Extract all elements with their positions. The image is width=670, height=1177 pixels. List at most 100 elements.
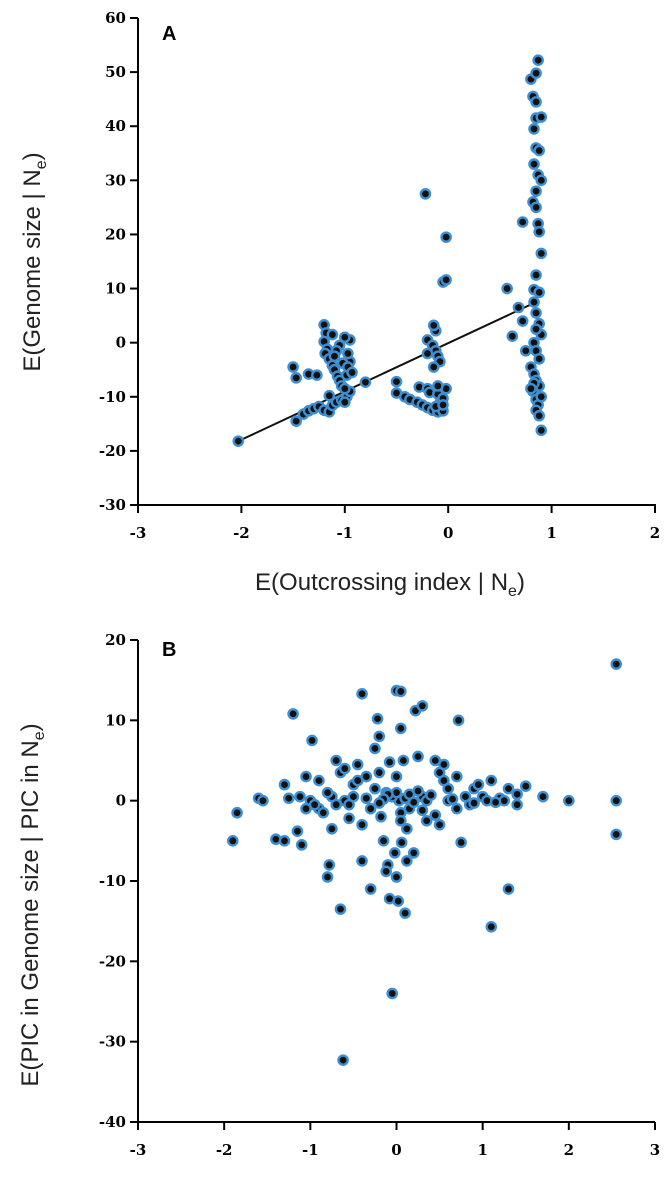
- data-point-b: [401, 822, 413, 835]
- y-tick-label-b: 20: [105, 631, 126, 649]
- y-tick-label-a: -10: [99, 388, 126, 406]
- data-point-b: [373, 766, 386, 779]
- data-point-b: [537, 790, 549, 803]
- y-tick-label-b: 10: [105, 711, 126, 729]
- data-point-b: [416, 804, 429, 817]
- data-point-b: [401, 855, 413, 867]
- data-point-b: [395, 722, 407, 735]
- x-tick-label-a: -3: [130, 524, 147, 542]
- data-point-b: [610, 794, 623, 807]
- data-point-b: [364, 883, 377, 895]
- data-point-b: [407, 847, 420, 859]
- data-point-b: [395, 814, 407, 827]
- panel-label-a: A: [162, 23, 176, 45]
- data-point-a: [440, 274, 452, 286]
- data-point-a: [528, 123, 540, 135]
- data-point-b: [455, 836, 467, 849]
- data-point-a: [290, 415, 303, 427]
- data-point-b: [399, 907, 411, 919]
- data-point-b: [425, 789, 437, 801]
- data-point-b: [321, 786, 334, 799]
- data-point-b: [356, 818, 368, 831]
- data-point-b: [287, 708, 299, 720]
- data-point-a: [440, 231, 452, 243]
- y-tick-label-a: 40: [105, 117, 126, 135]
- data-point-b: [416, 700, 429, 712]
- data-point-b: [485, 774, 498, 787]
- y-tick-label-a: -30: [99, 496, 126, 514]
- y-tick-label-b: -10: [99, 872, 126, 890]
- data-point-b: [395, 685, 407, 698]
- x-tick-label-b: 1: [477, 1141, 487, 1159]
- data-point-b: [392, 895, 405, 907]
- data-point-b: [343, 812, 355, 825]
- data-point-b: [412, 785, 424, 797]
- data-point-b: [420, 814, 433, 827]
- y-tick-label-a: 0: [116, 334, 126, 352]
- data-point-a: [530, 323, 542, 335]
- data-point-b: [502, 883, 515, 895]
- data-point-a: [533, 353, 545, 365]
- data-point-a: [528, 296, 540, 308]
- y-tick-label-b: 0: [116, 792, 126, 810]
- y-axis-label-b: E(PIC in Genome size | PIC in Ne): [17, 723, 48, 1086]
- points-a: [232, 54, 548, 447]
- data-point-a: [432, 380, 444, 392]
- data-point-a: [419, 188, 432, 200]
- data-point-b: [321, 871, 334, 883]
- y-tick-label-a: -20: [99, 442, 126, 460]
- data-point-b: [468, 797, 480, 809]
- data-point-a: [326, 328, 339, 341]
- data-point-b: [330, 754, 342, 767]
- data-point-b: [323, 859, 336, 871]
- y-tick-label-b: -30: [99, 1033, 126, 1051]
- x-tick-label-a: -2: [233, 524, 250, 542]
- data-point-a: [528, 158, 540, 170]
- data-point-a: [533, 409, 545, 422]
- data-point-a: [338, 382, 351, 395]
- data-point-b: [371, 712, 384, 725]
- data-point-b: [386, 987, 398, 1000]
- x-tick-label-b: -3: [130, 1141, 147, 1159]
- x-tick-label-b: 2: [564, 1141, 574, 1159]
- data-point-b: [502, 782, 515, 795]
- data-point-b: [337, 1054, 349, 1066]
- y-tick-label-a: 10: [105, 280, 126, 298]
- data-point-b: [291, 825, 304, 837]
- data-point-b: [451, 770, 463, 783]
- data-point-b: [412, 750, 424, 763]
- data-point-b: [300, 770, 312, 783]
- data-point-a: [512, 301, 525, 314]
- data-point-b: [278, 778, 291, 791]
- data-point-b: [369, 742, 381, 755]
- data-point-a: [530, 269, 542, 281]
- data-point-b: [369, 782, 381, 795]
- data-point-a: [290, 372, 303, 384]
- data-point-b: [610, 658, 623, 670]
- data-point-a: [530, 201, 542, 214]
- x-tick-label-b: 0: [391, 1141, 401, 1159]
- y-tick-label-a: 50: [105, 63, 126, 81]
- data-point-b: [282, 792, 295, 805]
- data-point-b: [451, 802, 463, 815]
- data-point-b: [429, 809, 442, 821]
- data-point-b: [257, 794, 269, 807]
- data-point-a: [535, 247, 548, 260]
- data-point-a: [338, 396, 351, 408]
- data-point-b: [313, 774, 325, 787]
- data-point-b: [295, 839, 308, 851]
- data-point-b: [317, 806, 330, 819]
- data-point-b: [364, 802, 377, 815]
- y-axis-label-a: E(Genome size | Ne): [19, 152, 50, 371]
- data-point-b: [511, 798, 523, 811]
- data-point-b: [326, 822, 338, 835]
- data-point-a: [346, 366, 358, 379]
- data-point-b: [397, 754, 410, 767]
- data-point-a: [421, 347, 434, 360]
- data-point-a: [535, 111, 548, 123]
- x-tick-label-b: 3: [650, 1141, 660, 1159]
- data-point-a: [338, 331, 351, 344]
